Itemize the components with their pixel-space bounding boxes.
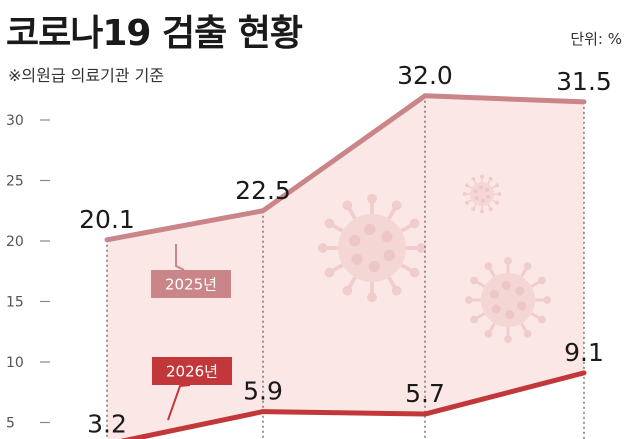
virus-spike-tip xyxy=(471,176,476,181)
virus-dot xyxy=(517,301,527,311)
virus-dot xyxy=(381,231,393,243)
legend-badge-2026: 2026년 xyxy=(152,357,232,421)
y-tick-label: 20 xyxy=(6,234,24,250)
virus-dot xyxy=(480,198,485,203)
data-label-2025: 22.5 xyxy=(235,176,291,205)
virus-body xyxy=(481,273,535,327)
virus-icon xyxy=(464,256,552,344)
virus-icon xyxy=(317,193,427,303)
virus-spike-tip xyxy=(462,192,467,196)
virus-spike-tip xyxy=(484,330,493,338)
data-label-2025: 20.1 xyxy=(79,205,135,234)
badge-label: 2025년 xyxy=(165,276,217,294)
virus-spike-tip xyxy=(488,207,493,212)
virus-dot xyxy=(489,289,499,299)
virus-dot xyxy=(383,249,395,261)
data-label-2025: 32.0 xyxy=(397,61,453,90)
virus-spike-tip xyxy=(523,330,532,338)
badge-label: 2026년 xyxy=(166,363,218,381)
virus-dot xyxy=(501,280,511,290)
virus-spike-tip xyxy=(504,335,512,344)
badge-box xyxy=(151,270,231,298)
virus-dot xyxy=(473,189,478,194)
virus-spike-tip xyxy=(523,262,532,270)
virus-spike-tip xyxy=(416,243,427,253)
data-label-2026: 5.9 xyxy=(243,377,283,406)
virus-spike-tip xyxy=(538,315,546,324)
chart-title: 코로나19 검출 현황 xyxy=(6,13,303,54)
y-tick-label: 5 xyxy=(6,416,15,432)
badge-box xyxy=(152,357,232,385)
virus-body xyxy=(338,214,406,282)
y-tick-label: 30 xyxy=(6,113,24,129)
chart-subtitle: ※의원급 의료기관 기준 xyxy=(8,66,165,85)
virus-spike-tip xyxy=(464,296,473,304)
virus-spike-tip xyxy=(495,183,500,188)
virus-dot xyxy=(351,253,363,265)
badge-pointer xyxy=(175,244,185,271)
virus-spike-tip xyxy=(543,296,552,304)
virus-spike-tip xyxy=(471,207,476,212)
virus-spike-tip xyxy=(409,267,420,278)
series-line-2025 xyxy=(104,93,587,243)
virus-spike-tip xyxy=(324,218,335,229)
data-label-2026: 3.2 xyxy=(87,409,127,438)
virus-spike-tip xyxy=(342,200,353,211)
virus-dot xyxy=(485,188,490,193)
legend-badge-2025: 2025년 xyxy=(151,244,231,298)
virus-spike-tip xyxy=(464,200,469,205)
virus-spike-tip xyxy=(367,292,377,303)
virus-icon xyxy=(462,174,502,214)
virus-spike-tip xyxy=(464,183,469,188)
virus-spike-tip xyxy=(480,174,484,179)
virus-dot xyxy=(368,260,380,273)
virus-dot xyxy=(349,235,361,247)
virus-spike-tip xyxy=(367,193,377,204)
virus-spike-tip xyxy=(504,256,512,265)
virus-body xyxy=(470,182,494,206)
virus-spike-tip xyxy=(317,243,328,253)
virus-spike-tip xyxy=(470,315,478,324)
virus-spike-tip xyxy=(391,200,402,211)
y-tick-label: 10 xyxy=(6,355,24,371)
virus-dot xyxy=(515,286,525,296)
virus-spike-tip xyxy=(480,209,484,214)
virus-dot xyxy=(491,304,501,314)
virus-spike-tip xyxy=(488,176,493,181)
series-line-2026 xyxy=(120,370,587,439)
virus-dot xyxy=(505,310,515,320)
unit-label: 단위: % xyxy=(570,30,622,48)
virus-spike-tip xyxy=(342,285,353,296)
y-tick-label: 15 xyxy=(6,295,24,311)
virus-spike-tip xyxy=(495,200,500,205)
virus-dot xyxy=(486,194,491,199)
virus-spike-tip xyxy=(470,276,478,285)
virus-dot xyxy=(479,185,484,190)
virus-spike-tip xyxy=(391,285,402,296)
data-label-2025: 31.5 xyxy=(556,67,612,96)
data-label-2026: 9.1 xyxy=(564,338,604,367)
data-label-2026: 5.7 xyxy=(405,379,445,408)
virus-dot xyxy=(364,223,376,236)
y-tick-label: 25 xyxy=(6,174,24,190)
virus-spike-tip xyxy=(409,218,420,229)
virus-spike-tip xyxy=(484,262,493,270)
virus-spike-tip xyxy=(538,276,546,285)
virus-spike-tip xyxy=(324,267,335,278)
virus-spike-tip xyxy=(497,192,502,196)
badge-pointer xyxy=(167,384,191,421)
virus-dot xyxy=(474,195,479,200)
